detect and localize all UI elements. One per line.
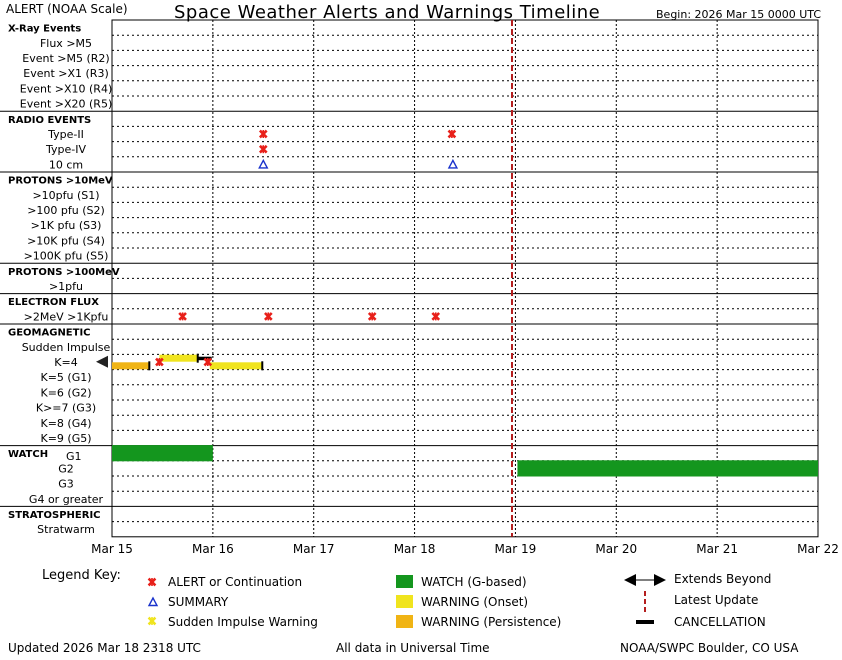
extends-left-arrow [96,355,108,368]
timezone-note: All data in Universal Time [336,641,490,655]
row-label: Type-IV [45,143,86,156]
row-label: 10 cm [49,158,83,171]
row-label: Event >X10 (R4) [20,82,112,95]
row-label: >100 pfu (S2) [27,204,105,217]
row-label: >1pfu [49,280,83,293]
legend-alert-icon [147,577,157,587]
summary-marker [447,158,459,169]
legend-warning-onset-label: WARNING (Onset) [421,595,529,609]
row-label: >10K pfu (S4) [27,234,105,247]
row-label: >100K pfu (S5) [24,250,109,263]
row-label: Sudden Impulse [22,341,111,354]
alert-marker [178,312,187,321]
x-tick-label: Mar 15 [91,542,133,556]
x-tick-label: Mar 19 [495,542,537,556]
row-label: G3 [58,478,74,491]
legend-alert-label: ALERT or Continuation [168,575,303,589]
legend-extends-right-arrow [654,574,666,586]
legend-warning-persist-label: WARNING (Persistence) [421,615,562,629]
alert-marker [258,144,268,154]
row-label: Event >X1 (R3) [23,67,108,80]
bar-warning-onset [159,354,198,362]
alert-marker [258,129,268,139]
row-label: Event >M5 (R2) [22,52,109,65]
row-label: Flux >M5 [40,37,92,50]
row-label: Stratwarm [37,523,95,536]
row-label: K=6 (G2) [40,386,91,399]
legend-cancel-icon [636,620,654,624]
section-label: GEOMAGNETIC [8,328,91,339]
source-credit: NOAA/SWPC Boulder, CO USA [620,641,799,655]
bar-watch [112,445,213,462]
alert-marker [367,312,377,321]
row-label: K=9 (G5) [40,432,91,445]
section-label: WATCH [8,449,48,460]
updated-time: Updated 2026 Mar 18 2318 UTC [8,641,201,655]
legend-warning-onset-swatch [396,595,413,608]
section-label: X-Ray Events [8,24,81,35]
bar-warning-onset [209,362,263,370]
row-label: K=4 [54,356,77,369]
row-label: G1 [66,450,82,463]
plot-frame [111,19,819,538]
bar-warning-persist [112,362,150,370]
x-tick-label: Mar 16 [192,542,234,556]
alert-marker [203,357,213,367]
legend-sudden-label: Sudden Impulse Warning [168,615,318,629]
legend-extends-label: Extends Beyond [674,572,772,586]
legend-watch-label: WATCH (G-based) [421,575,527,589]
legend-cancel-label: CANCELLATION [674,615,766,629]
x-tick-label: Mar 18 [394,542,436,556]
row-label: G2 [58,462,74,475]
legend-extends-left-arrow [624,574,636,586]
row-label: Type-II [47,128,84,141]
section-label: STRATOSPHERIC [8,510,101,521]
row-label: >2MeV >1Kpfu [24,310,109,323]
begin-time: Begin: 2026 Mar 15 0000 UTC [656,8,822,21]
alert-marker [155,357,164,367]
chart-title: Space Weather Alerts and Warnings Timeli… [174,2,601,23]
legend-sudden-icon [147,616,157,626]
alert-marker [431,312,441,321]
row-label: >10pfu (S1) [32,189,99,202]
row-label: >1K pfu (S3) [31,219,102,232]
section-label: PROTONS >10MeV [8,176,113,187]
scale-label: ALERT (NOAA Scale) [6,2,128,16]
row-label: G4 or greater [29,493,104,506]
summary-marker [258,158,269,169]
row-label: Event >X20 (R5) [20,98,112,111]
x-tick-label: Mar 17 [293,542,335,556]
legend-title: Legend Key: [42,568,121,583]
row-label: K=8 (G4) [40,417,91,430]
legend-latest-label: Latest Update [674,593,759,607]
legend-watch-swatch [396,575,413,588]
row-label: K=5 (G1) [40,371,91,384]
row-label: K>=7 (G3) [36,402,96,415]
legend-summary-label: SUMMARY [168,595,229,609]
legend-warning-persist-swatch [396,615,413,628]
alert-marker [447,129,457,139]
x-tick-label: Mar 22 [797,542,839,556]
alert-marker [264,312,273,321]
legend-summary-icon [147,596,159,607]
section-label: PROTONS >100MeV [8,267,120,278]
section-label: RADIO EVENTS [8,115,91,126]
x-tick-label: Mar 21 [696,542,738,556]
x-tick-label: Mar 20 [595,542,637,556]
section-label: ELECTRON FLUX [8,297,99,308]
bar-watch [517,460,818,477]
